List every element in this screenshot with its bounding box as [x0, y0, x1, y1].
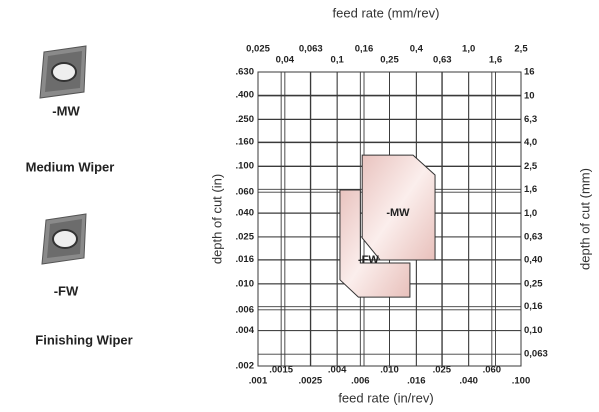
x2-axis-title: feed rate (mm/rev) — [333, 5, 440, 20]
y-tick-label: .010 — [236, 278, 255, 289]
x2-tick-label: 0,04 — [276, 55, 295, 66]
x2-tick-label: 0,063 — [299, 44, 323, 55]
insert-code: -MW — [52, 103, 80, 118]
x2-tick-label: 0,16 — [355, 44, 374, 55]
x2-tick-label: 0,1 — [331, 55, 345, 66]
y-tick-label: .040 — [236, 207, 255, 218]
region-label: -FW — [358, 254, 379, 266]
y2-axis-title: depth of cut (mm) — [577, 168, 592, 270]
y2-tick-label: 0,63 — [524, 231, 543, 242]
y2-tick-label: 0,063 — [524, 349, 548, 360]
x2-tick-label: 0,25 — [380, 55, 399, 66]
y-tick-label: .025 — [236, 231, 255, 242]
region-label: -MW — [386, 207, 410, 219]
x-tick-label: .0015 — [269, 365, 293, 376]
y2-tick-label: 0,10 — [524, 325, 543, 336]
y2-tick-label: 2,5 — [524, 161, 538, 172]
y2-tick-label: 6,3 — [524, 114, 537, 125]
y2-tick-label: 0,40 — [524, 255, 543, 266]
y2-tick-label: 4,0 — [524, 137, 537, 148]
y-tick-label: .060 — [236, 187, 255, 198]
x2-tick-label: 2,5 — [514, 44, 528, 55]
x-tick-label: .006 — [351, 376, 370, 387]
x2-tick-label: 0,63 — [433, 55, 452, 66]
insert-name: Medium Wiper — [26, 159, 115, 174]
region — [339, 189, 411, 298]
x2-tick-label: 1,0 — [462, 44, 475, 55]
y2-tick-label: 16 — [524, 67, 535, 78]
y-axis-title: depth of cut (in) — [209, 174, 224, 264]
x-tick-label: .001 — [249, 376, 268, 387]
x-tick-label: .010 — [380, 365, 399, 376]
y-tick-label: .100 — [236, 161, 255, 172]
x2-tick-label: 1,6 — [489, 55, 502, 66]
x2-tick-label: 0,025 — [246, 44, 270, 55]
y-tick-label: .630 — [236, 67, 255, 78]
insert-name: Finishing Wiper — [35, 332, 132, 347]
x-tick-label: .0025 — [298, 376, 322, 387]
y-tick-label: .006 — [236, 304, 255, 315]
insert-code: -FW — [54, 283, 79, 298]
x-tick-label: .025 — [433, 365, 452, 376]
y-tick-label: .400 — [236, 90, 255, 101]
x-tick-label: .004 — [328, 365, 347, 376]
x-tick-label: .016 — [407, 376, 426, 387]
x2-tick-label: 0,4 — [410, 44, 424, 55]
x-tick-label: .060 — [483, 365, 502, 376]
y-tick-label: .160 — [236, 137, 255, 148]
y2-tick-label: 0,16 — [524, 301, 543, 312]
insert-icon — [39, 45, 87, 99]
y-tick-label: .250 — [236, 114, 255, 125]
y2-tick-label: 1,0 — [524, 208, 537, 219]
insert-icon — [41, 213, 87, 265]
x-tick-label: .100 — [512, 376, 531, 387]
y-tick-label: .004 — [236, 325, 255, 336]
x-axis-title: feed rate (in/rev) — [338, 390, 433, 405]
y-tick-label: .016 — [236, 254, 255, 265]
y-tick-label: .002 — [236, 361, 255, 372]
y2-tick-label: 1,6 — [524, 184, 537, 195]
plot: .001.0015 .0025 .004 .006 .010 .016 .025 .040 .0… — [236, 44, 548, 387]
y2-tick-label: 10 — [524, 90, 535, 101]
y2-tick-label: 0,25 — [524, 278, 543, 289]
region — [361, 154, 436, 261]
x-tick-label: .040 — [459, 376, 478, 387]
